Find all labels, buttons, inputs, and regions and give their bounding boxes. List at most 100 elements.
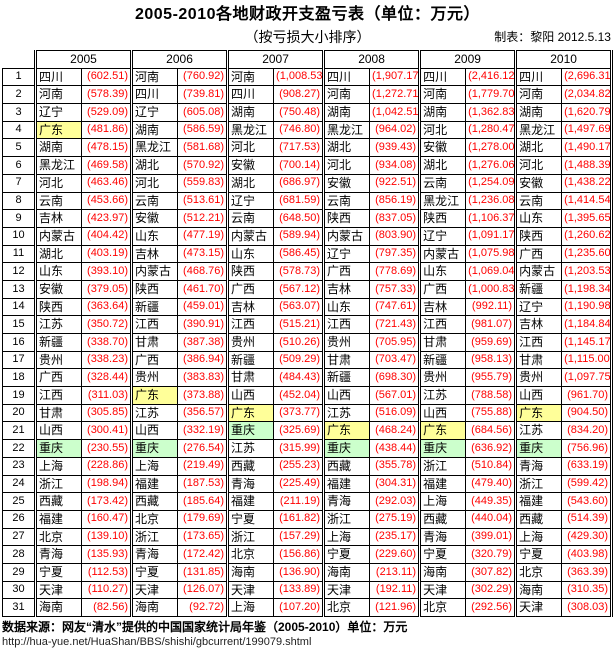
province-cell: 上海 xyxy=(418,492,466,511)
deficit-value-cell: (958.13) xyxy=(465,351,516,370)
rank-cell: 4 xyxy=(2,121,36,140)
rank-cell: 7 xyxy=(2,174,36,193)
deficit-value-cell: (516.09) xyxy=(369,404,420,423)
province-cell: 吉林 xyxy=(322,280,370,299)
data-source-note: 数据来源：网友“清水”提供的中国国家统计局年鉴（2005-2010）单位：万元 xyxy=(2,620,408,634)
deficit-value-cell: (403.98) xyxy=(561,545,614,564)
province-cell: 江苏 xyxy=(322,404,370,423)
deficit-value-cell: (373.88) xyxy=(177,386,228,405)
table-row: 27 北京 (139.10) 浙江 (173.65) 浙江 (157.29) 上海 (235.1… xyxy=(2,528,614,547)
table-row: 25 西藏 (173.42) 西藏 (185.64) 福建 (211.19) 青海 (292.0… xyxy=(2,492,614,511)
deficit-value-cell: (686.97) xyxy=(273,174,324,193)
deficit-value-cell: (1,097.75) xyxy=(561,368,614,388)
deficit-value-cell: (717.53) xyxy=(273,138,324,158)
table-row: 11 湖北 (403.19) 吉林 (473.15) 山东 (586.45) 辽宁 (797.3… xyxy=(2,245,614,264)
deficit-value-cell: (304.31) xyxy=(369,475,420,494)
province-cell: 上海 xyxy=(514,528,562,547)
province-cell: 新疆 xyxy=(34,333,82,352)
province-cell: 湖北 xyxy=(322,138,370,158)
deficit-value-cell: (721.43) xyxy=(369,315,420,334)
deficit-value-cell: (82.56) xyxy=(80,598,132,617)
deficit-value-cell: (581.68) xyxy=(177,138,228,158)
author-credit: 制表：黎阳 2012.5.13 xyxy=(494,30,611,44)
province-cell: 河南 xyxy=(130,68,178,87)
deficit-value-cell: (1,115.00) xyxy=(561,351,614,370)
deficit-value-cell: (757.33) xyxy=(369,280,420,299)
deficit-table: 2005 2006 2007 2008 2009 2010 1 四川 (602.51) 河南 (7… xyxy=(2,50,614,617)
province-cell: 福建 xyxy=(130,475,178,494)
rank-cell: 20 xyxy=(2,404,36,423)
province-cell: 天津 xyxy=(322,581,370,600)
table-row: 7 河北 (463.46) 河北 (559.83) 湖北 (686.97) 安徽 (922.51… xyxy=(2,174,614,193)
deficit-value-cell: (788.58) xyxy=(465,386,516,405)
deficit-value-cell: (332.19) xyxy=(177,421,228,441)
province-cell: 北京 xyxy=(34,528,82,547)
province-cell: 四川 xyxy=(514,68,562,87)
deficit-value-cell: (922.51) xyxy=(369,174,420,193)
province-cell: 山东 xyxy=(418,262,466,281)
province-cell: 安徽 xyxy=(130,209,178,228)
province-cell: 陕西 xyxy=(514,227,562,246)
deficit-value-cell: (698.30) xyxy=(369,368,420,388)
table-row: 3 辽宁 (529.09) 辽宁 (605.08) 湖南 (750.48) 湖南 (1,042.… xyxy=(2,103,614,122)
deficit-value-cell: (363.39) xyxy=(561,563,614,582)
province-cell: 西藏 xyxy=(130,492,178,511)
province-cell: 浙江 xyxy=(226,528,274,547)
province-cell: 湖南 xyxy=(514,103,562,122)
province-cell: 福建 xyxy=(34,510,82,529)
deficit-value-cell: (211.19) xyxy=(273,492,324,511)
deficit-value-cell: (230.55) xyxy=(80,439,132,458)
deficit-value-cell: (703.47) xyxy=(369,351,420,370)
deficit-value-cell: (1,091.17) xyxy=(465,227,516,246)
table-row: 23 上海 (228.86) 上海 (219.49) 西藏 (255.23) 西藏 (355.7… xyxy=(2,457,614,476)
province-cell: 四川 xyxy=(130,85,178,105)
province-cell: 内蒙古 xyxy=(322,227,370,246)
deficit-value-cell: (1,145.17) xyxy=(561,333,614,352)
deficit-value-cell: (110.27) xyxy=(80,581,132,600)
deficit-value-cell: (512.21) xyxy=(177,209,228,228)
deficit-value-cell: (131.85) xyxy=(177,563,228,582)
year-column-header-2006: 2006 xyxy=(130,50,228,69)
table-row: 15 江苏 (350.72) 江西 (390.91) 江西 (515.21) 江西 (721.4… xyxy=(2,315,614,334)
rank-cell: 27 xyxy=(2,528,36,547)
province-cell: 重庆 xyxy=(226,421,274,441)
province-cell: 贵州 xyxy=(322,333,370,352)
rank-cell: 8 xyxy=(2,192,36,211)
rank-cell: 3 xyxy=(2,103,36,122)
table-row: 16 新疆 (338.70) 甘肃 (387.38) 贵州 (510.26) 贵州 (705.9… xyxy=(2,333,614,352)
province-cell: 黑龙江 xyxy=(34,156,82,175)
deficit-value-cell: (567.12) xyxy=(273,280,324,299)
province-cell: 湖南 xyxy=(418,103,466,122)
table-row: 4 广东 (481.86) 湖南 (586.59) 黑龙江 (746.80) 黑龙江 (964.… xyxy=(2,121,614,140)
deficit-value-cell: (139.10) xyxy=(80,528,132,547)
deficit-value-cell: (459.01) xyxy=(177,298,228,317)
deficit-value-cell: (2,696.31) xyxy=(561,68,614,87)
province-cell: 内蒙古 xyxy=(514,262,562,281)
table-row: 12 山东 (393.10) 内蒙古 (468.76) 陕西 (578.73) 广西 (778.… xyxy=(2,262,614,281)
province-cell: 湖南 xyxy=(322,103,370,122)
deficit-value-cell: (856.19) xyxy=(369,192,420,211)
province-cell: 江苏 xyxy=(130,404,178,423)
deficit-value-cell: (1,362.83) xyxy=(465,103,516,122)
province-cell: 河北 xyxy=(130,174,178,193)
province-cell: 上海 xyxy=(34,457,82,476)
table-row: 31 海南 (82.56) 海南 (92.72) 上海 (107.20) 北京 (121.96)… xyxy=(2,598,614,617)
deficit-value-cell: (1,414.54) xyxy=(561,192,614,211)
province-cell: 甘肃 xyxy=(34,404,82,423)
deficit-value-cell: (305.85) xyxy=(80,404,132,423)
province-cell: 河南 xyxy=(322,85,370,105)
province-cell: 安徽 xyxy=(514,174,562,193)
deficit-value-cell: (179.69) xyxy=(177,510,228,529)
deficit-value-cell: (605.08) xyxy=(177,103,228,122)
province-cell: 新疆 xyxy=(130,298,178,317)
province-cell: 山东 xyxy=(322,298,370,317)
deficit-value-cell: (302.29) xyxy=(465,581,516,600)
province-cell: 江苏 xyxy=(226,439,274,458)
deficit-value-cell: (383.83) xyxy=(177,368,228,388)
deficit-value-cell: (363.64) xyxy=(80,298,132,317)
year-column-header-2010: 2010 xyxy=(514,50,614,69)
province-cell: 重庆 xyxy=(418,439,466,458)
table-row: 18 广西 (328.44) 贵州 (383.83) 甘肃 (484.43) 新疆 (698.3… xyxy=(2,368,614,388)
province-cell: 天津 xyxy=(130,581,178,600)
